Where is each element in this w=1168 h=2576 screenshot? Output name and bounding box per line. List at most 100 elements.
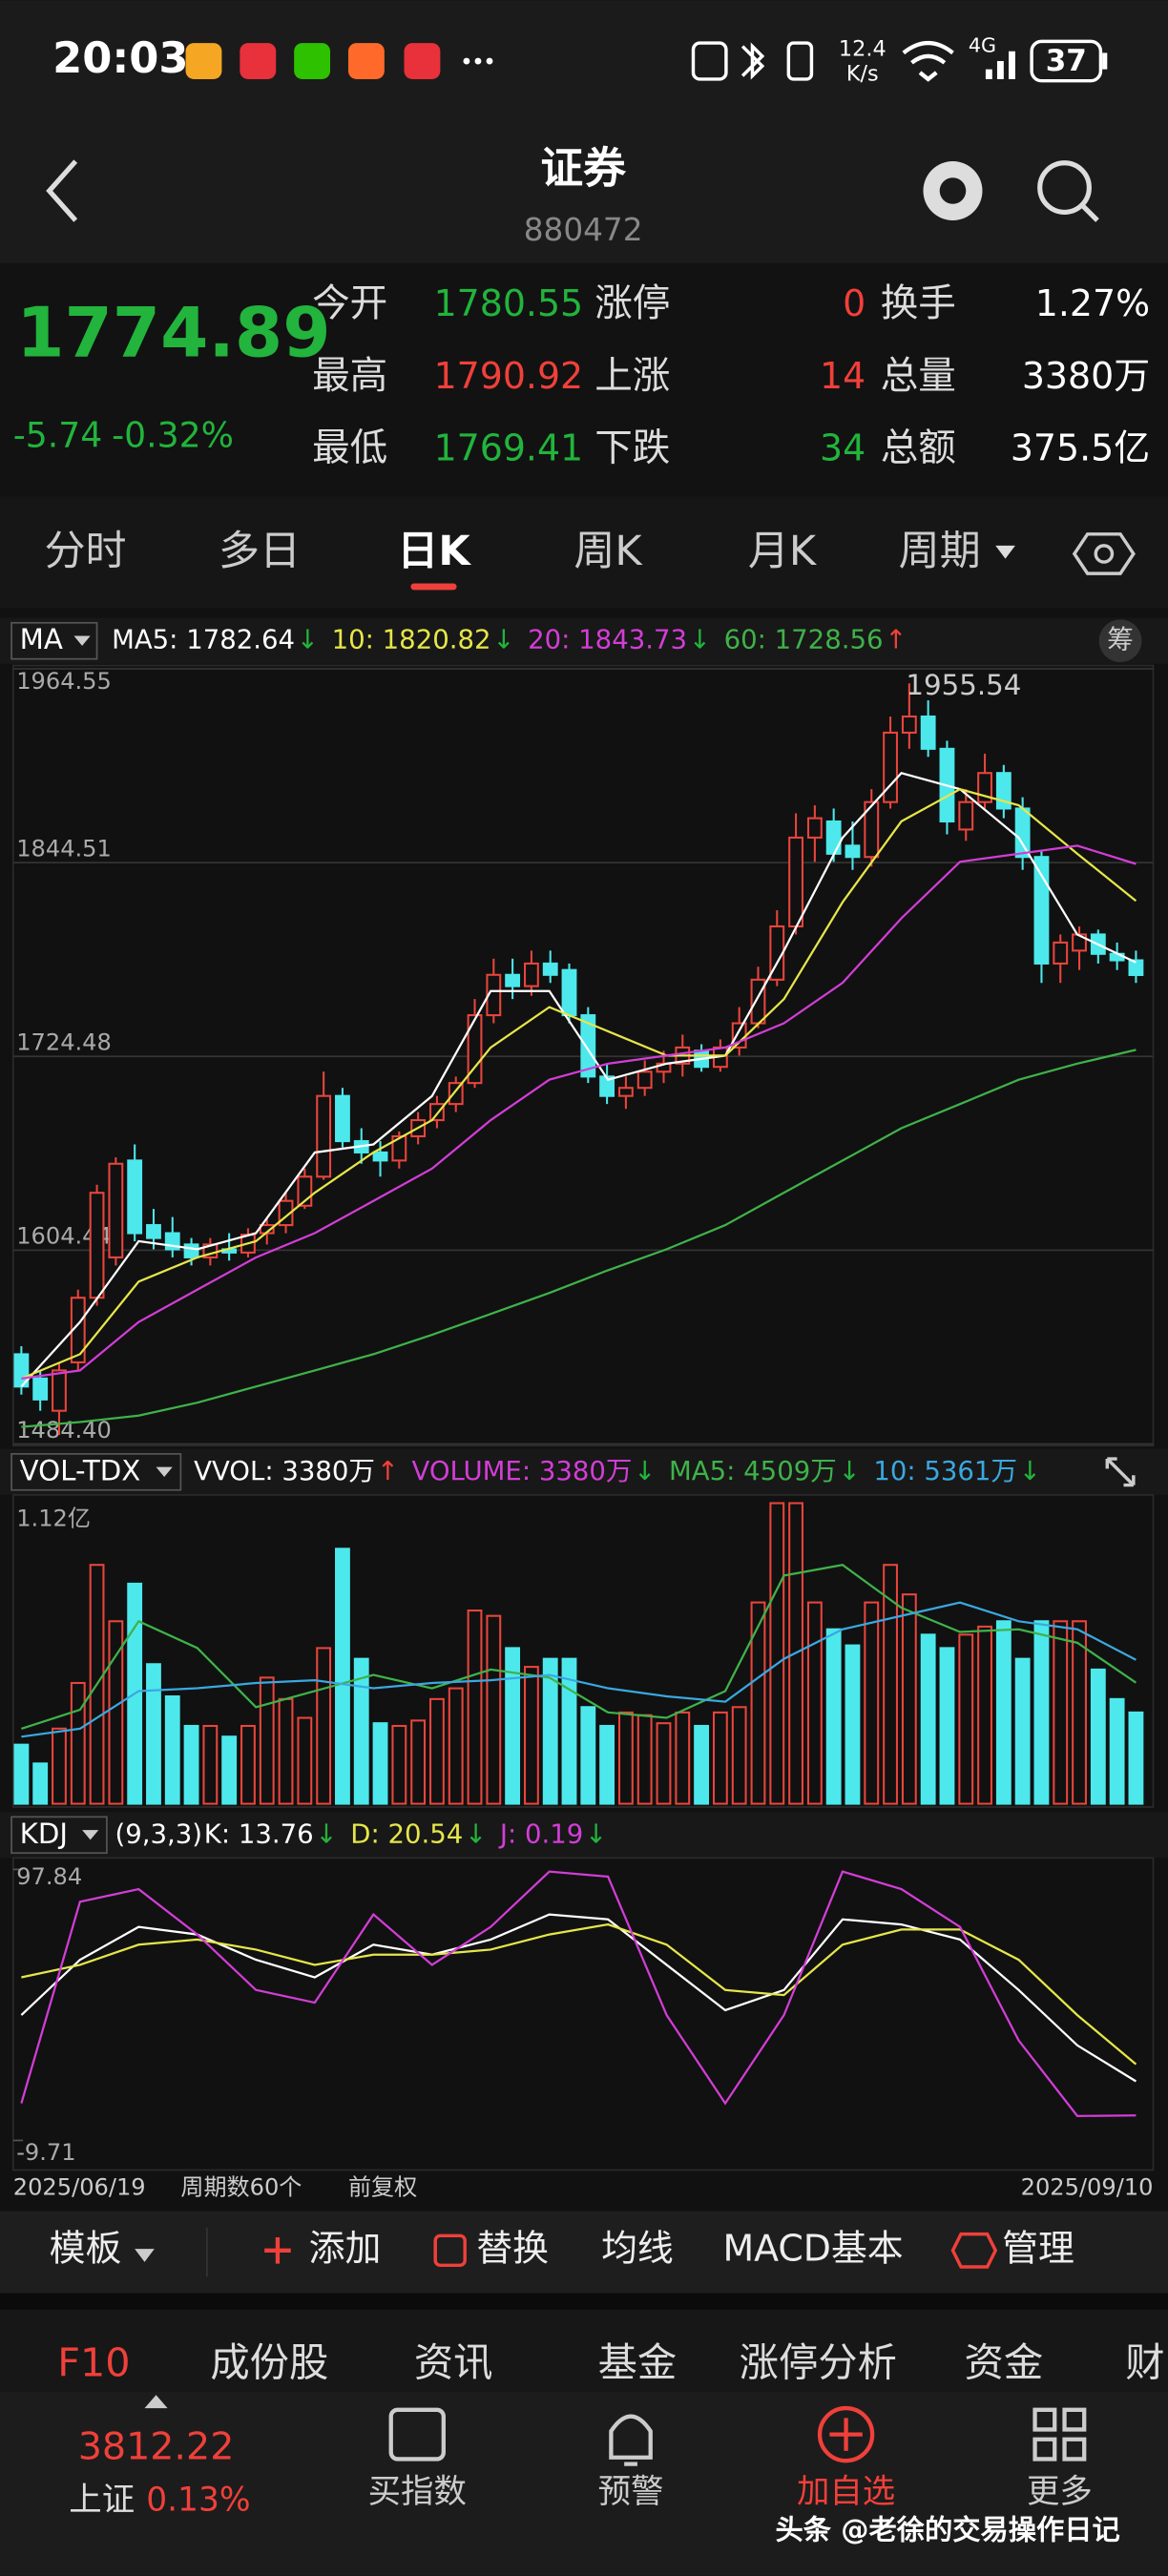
chart-frame (11, 1857, 1155, 2171)
indicator-line (20, 1913, 1137, 2083)
app-icon (240, 43, 277, 79)
ma-selector[interactable] (10, 621, 98, 660)
volume-bar (108, 1620, 124, 1805)
candle-body (316, 1094, 332, 1178)
volume-bar (864, 1601, 880, 1805)
chip-button[interactable] (1098, 619, 1142, 663)
candle-body (636, 1070, 653, 1090)
candle-body (32, 1377, 49, 1401)
volume-bar (920, 1633, 936, 1805)
add-icon (264, 2237, 291, 2264)
volume-bar (429, 1697, 445, 1805)
volume-bar (675, 1711, 691, 1805)
tab-indicator (410, 583, 457, 591)
tab[interactable]: 日K (397, 528, 471, 575)
tab[interactable]: 周K (574, 528, 643, 575)
volume-bar (769, 1502, 785, 1805)
candle-body (146, 1224, 161, 1239)
indicator-line (20, 772, 1137, 1388)
toolbar-item[interactable]: 添加 (309, 2227, 382, 2269)
vol-legend-bg (0, 1448, 1168, 1495)
clock: 20:03 (52, 32, 188, 83)
search-button[interactable] (1037, 160, 1092, 215)
dot (474, 57, 482, 65)
legend-arrow: ↓ (838, 1456, 860, 1486)
index-value[interactable]: 3812.22 (78, 2425, 235, 2469)
battery-icon (1030, 39, 1103, 83)
kdj-selector[interactable] (10, 1816, 108, 1855)
manage-icon (950, 2232, 998, 2269)
f10-tab[interactable]: 资讯 (414, 2339, 493, 2385)
volume-bar (164, 1695, 180, 1805)
f10-tab[interactable]: 涨停分析 (740, 2339, 897, 2385)
field-label: 总额 (881, 426, 956, 470)
legend-label: MA5: 4509万 (669, 1456, 837, 1486)
indicator-line (21, 1049, 1137, 1428)
f10-tab[interactable]: 成份股 (210, 2339, 328, 2385)
battery-tip (1102, 52, 1108, 70)
indicator-line (21, 1922, 1137, 2066)
net-unit: K/s (846, 61, 879, 86)
dropdown-icon (156, 1466, 173, 1477)
legend-arrow: ↓ (689, 625, 711, 655)
up-icon (144, 2395, 168, 2409)
ma-legend-bg (0, 617, 1168, 664)
volume-bar (259, 1676, 275, 1805)
tab[interactable]: 多日 (219, 528, 301, 575)
volume-bar (694, 1724, 710, 1805)
toolbar-item[interactable]: 模板 (50, 2227, 122, 2269)
candle-body (335, 1094, 350, 1143)
volume-bar (505, 1647, 521, 1805)
vol-selector[interactable] (10, 1453, 182, 1491)
volume-bar (1109, 1697, 1125, 1805)
volume-bar (240, 1724, 256, 1805)
nav-item[interactable]: 加自选 (797, 2473, 895, 2511)
tab[interactable]: 分时 (44, 528, 126, 575)
f10-tab[interactable]: 基金 (598, 2339, 678, 2385)
toolbar-item[interactable]: MACD基本 (722, 2227, 903, 2269)
legend-arrow: ↓ (315, 1818, 337, 1849)
candle-body (1128, 959, 1144, 976)
volume-bar (995, 1620, 1012, 1805)
volume-bar (1090, 1668, 1106, 1805)
volume-bar (335, 1548, 350, 1805)
volume-bar (297, 1716, 313, 1805)
toolbar-item[interactable]: 均线 (601, 2227, 674, 2269)
volume-bar (1014, 1657, 1031, 1805)
y-tick-label: 1.12亿 (16, 1506, 91, 1532)
quote-bg (0, 262, 1168, 497)
buy-index-icon (388, 2407, 446, 2462)
y-tick-label: 1964.55 (16, 668, 112, 695)
legend-label: 10: 5361万 (873, 1456, 1017, 1486)
volume-bar (467, 1609, 483, 1805)
f10-tab[interactable]: F10 (57, 2339, 130, 2385)
vibrate-icon (786, 41, 814, 81)
legend-arrow: ↓ (585, 1818, 607, 1849)
toolbar-item[interactable]: 管理 (1002, 2227, 1074, 2269)
volume-bar (146, 1663, 161, 1805)
tab[interactable]: 月K (748, 528, 818, 575)
expand-button[interactable] (1105, 1457, 1136, 1487)
nav-item[interactable]: 买指数 (368, 2473, 467, 2511)
candle-body (958, 800, 974, 831)
y-tick-label: 1844.51 (16, 835, 112, 862)
volume-bar (712, 1711, 728, 1805)
volume-bar (845, 1644, 861, 1805)
tab[interactable]: 周期 (899, 528, 981, 575)
indicator-line (21, 1564, 1137, 1730)
volume-bar (901, 1593, 917, 1805)
field-value: 34 (820, 427, 866, 469)
dot (486, 57, 493, 65)
indicator-name: MA (20, 623, 63, 655)
nav-item[interactable]: 更多 (1027, 2473, 1093, 2511)
settings-button[interactable] (1072, 532, 1136, 575)
toolbar-item[interactable]: 替换 (476, 2227, 549, 2269)
back-button[interactable] (46, 159, 78, 222)
field-value: 14 (820, 355, 866, 397)
f10-tab[interactable]: 财 (1125, 2339, 1164, 2385)
nav-item[interactable]: 预警 (598, 2473, 664, 2511)
y-tick-label: 1724.48 (16, 1028, 112, 1055)
dropdown-icon (73, 635, 91, 646)
f10-tab[interactable]: 资金 (965, 2339, 1044, 2385)
search-handle (1080, 203, 1099, 222)
